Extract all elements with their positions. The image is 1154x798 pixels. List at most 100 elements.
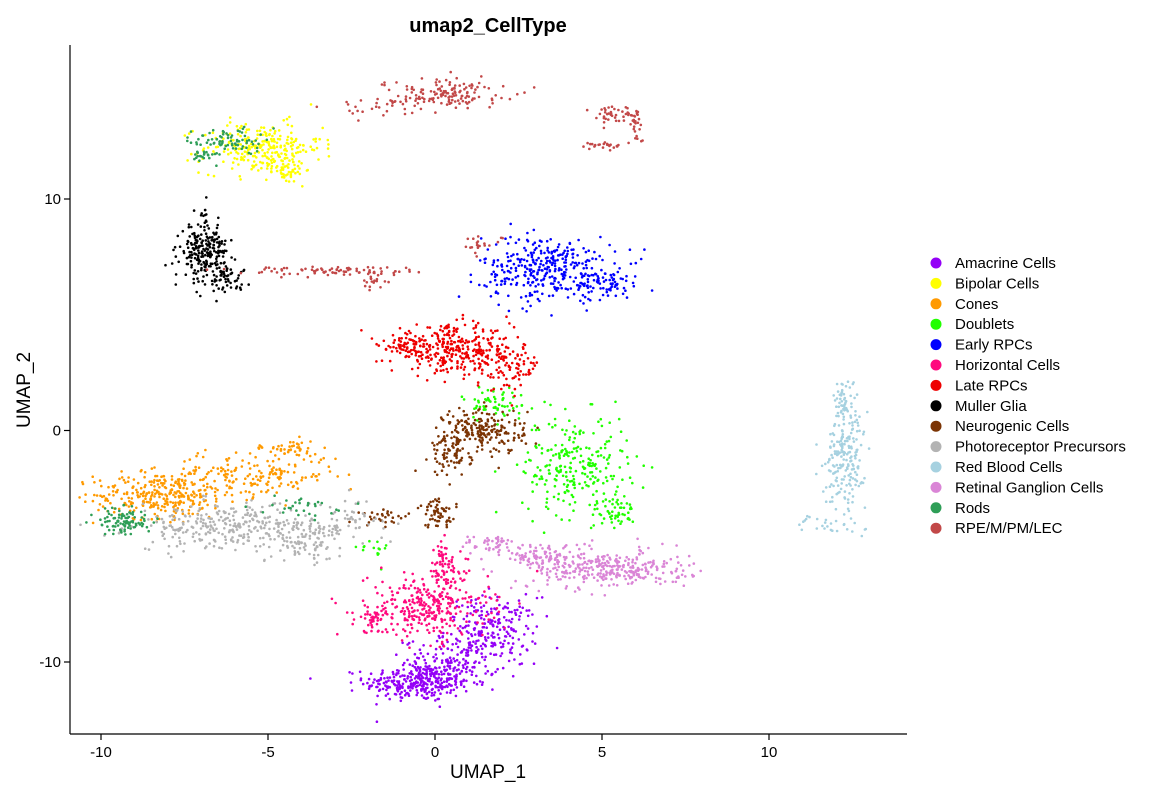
data-point xyxy=(510,651,513,655)
data-point xyxy=(402,584,406,587)
data-point xyxy=(255,129,259,133)
data-point xyxy=(455,345,459,349)
data-point xyxy=(277,529,280,533)
data-point xyxy=(464,654,468,657)
data-point xyxy=(649,560,652,564)
data-point xyxy=(472,327,475,330)
data-point xyxy=(398,344,401,347)
data-point xyxy=(823,527,826,530)
data-point xyxy=(831,529,834,532)
data-point xyxy=(512,409,515,413)
data-point xyxy=(441,359,444,363)
data-point xyxy=(587,297,590,301)
data-point xyxy=(272,144,276,148)
data-point xyxy=(546,490,549,494)
data-point xyxy=(261,154,265,158)
data-point xyxy=(841,435,845,439)
data-point xyxy=(516,252,519,256)
data-point xyxy=(385,681,388,684)
data-point xyxy=(439,692,442,695)
data-point xyxy=(486,396,490,400)
data-point xyxy=(623,495,626,498)
data-point xyxy=(244,513,247,517)
data-point xyxy=(466,557,470,561)
data-point xyxy=(426,696,430,700)
data-point xyxy=(518,358,522,361)
data-point xyxy=(200,538,204,542)
data-point xyxy=(555,289,558,292)
data-point xyxy=(327,143,330,146)
data-point xyxy=(536,466,539,469)
data-point xyxy=(308,537,312,540)
data-point xyxy=(414,354,418,357)
data-point xyxy=(289,141,293,144)
data-point xyxy=(275,518,278,522)
data-point xyxy=(250,167,253,171)
data-point xyxy=(603,594,607,597)
data-point xyxy=(585,576,588,580)
data-point xyxy=(272,157,275,161)
data-point xyxy=(294,171,297,175)
data-point xyxy=(376,605,379,609)
data-point xyxy=(547,251,551,254)
data-point xyxy=(267,163,270,166)
data-point xyxy=(407,512,411,515)
data-point xyxy=(829,522,833,525)
data-point xyxy=(494,430,498,434)
data-point xyxy=(615,584,619,587)
data-point xyxy=(380,566,383,569)
data-point xyxy=(851,382,855,386)
data-point xyxy=(568,576,571,580)
data-point xyxy=(517,362,520,366)
data-point xyxy=(412,580,415,583)
data-point xyxy=(473,418,477,422)
data-point xyxy=(563,274,567,277)
data-point xyxy=(485,349,488,352)
data-point xyxy=(205,242,208,246)
data-point xyxy=(150,493,154,497)
data-point xyxy=(427,605,430,608)
data-point xyxy=(137,495,140,499)
data-point xyxy=(434,676,438,680)
data-point xyxy=(178,478,181,481)
data-point xyxy=(424,665,427,668)
data-point xyxy=(851,488,854,491)
data-point xyxy=(227,530,231,534)
data-point xyxy=(510,404,514,407)
data-point xyxy=(286,138,289,142)
data-point xyxy=(298,172,302,176)
data-point xyxy=(464,597,467,600)
data-point xyxy=(278,468,281,472)
data-point xyxy=(426,686,429,690)
data-point xyxy=(261,520,264,523)
data-point xyxy=(164,479,167,483)
data-point xyxy=(312,543,316,546)
data-point xyxy=(409,623,413,626)
data-point xyxy=(489,329,493,332)
data-point xyxy=(228,523,232,527)
data-point xyxy=(640,568,644,571)
data-point xyxy=(190,266,193,269)
data-point xyxy=(484,601,488,604)
data-point xyxy=(131,486,135,489)
data-point xyxy=(183,474,187,478)
data-point xyxy=(578,482,581,486)
data-point xyxy=(548,276,552,279)
data-point xyxy=(124,481,127,484)
data-point xyxy=(184,273,188,277)
data-point xyxy=(229,507,233,510)
data-point xyxy=(239,525,242,529)
data-point xyxy=(837,424,841,427)
data-point xyxy=(350,689,354,692)
data-point xyxy=(615,554,618,557)
data-point xyxy=(495,353,499,356)
data-point xyxy=(141,494,145,498)
data-point xyxy=(443,333,446,337)
data-point xyxy=(263,524,267,527)
data-point xyxy=(309,530,312,533)
data-point xyxy=(187,225,191,229)
data-point xyxy=(415,689,419,692)
data-point xyxy=(272,472,275,476)
data-point xyxy=(572,477,576,481)
data-point xyxy=(407,355,411,359)
